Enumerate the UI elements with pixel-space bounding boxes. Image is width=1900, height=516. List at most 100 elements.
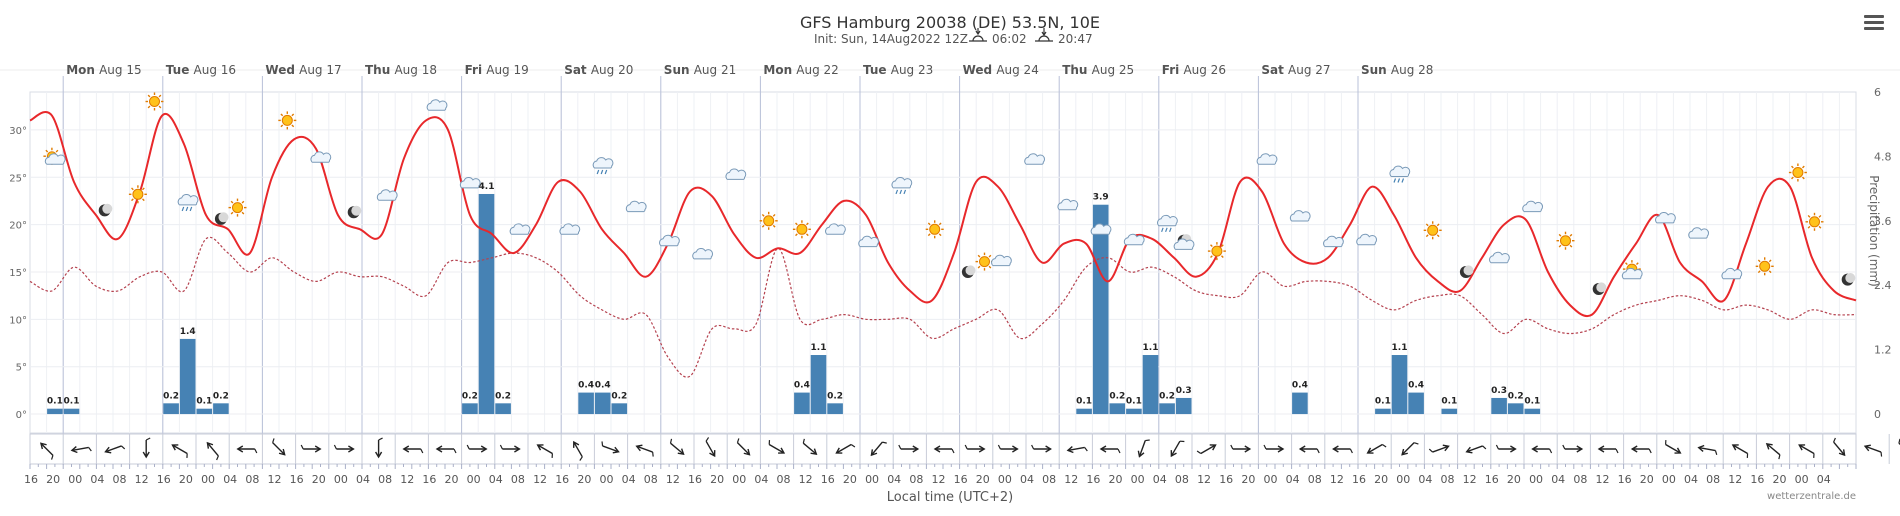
- wind-arrow-barb: [951, 448, 955, 454]
- wind-arrow-icon: [964, 444, 986, 453]
- rain-drop: [189, 206, 193, 212]
- sun-ray: [1802, 176, 1805, 180]
- cloud-shape: [1655, 212, 1676, 224]
- wind-arrow-icon: [997, 444, 1019, 453]
- day-label: Sun Aug 28: [1361, 63, 1433, 77]
- hour-label: 08: [1441, 473, 1455, 486]
- wind-arrow-head: [1630, 445, 1638, 453]
- wind-arrow-icon: [1263, 444, 1285, 453]
- wind-arrow-barb: [499, 444, 503, 450]
- sunrise-icon: [969, 28, 987, 42]
- rain-drop: [185, 206, 189, 212]
- hour-label: 12: [533, 473, 547, 486]
- hour-label: 08: [1706, 473, 1720, 486]
- hour-label: 16: [157, 473, 171, 486]
- precipitation-bar: [1076, 408, 1092, 415]
- sun-ray: [241, 200, 245, 204]
- wind-arrow-barb: [551, 453, 553, 459]
- sun-icon: [145, 92, 164, 111]
- precipitation-bar-label: 4.1: [479, 182, 495, 192]
- hour-label: 20: [179, 473, 193, 486]
- cloud-icon: [1356, 233, 1378, 246]
- wind-arrow-icon: [1665, 439, 1682, 454]
- wind-arrow-icon: [171, 444, 188, 459]
- sun-ray: [1768, 270, 1772, 274]
- temperature-tick-label: 25°: [9, 173, 27, 184]
- hour-label: 12: [666, 473, 680, 486]
- wind-arrow-barb: [1031, 444, 1035, 450]
- wind-arrow-barb: [88, 447, 92, 452]
- sun-ray: [1425, 234, 1429, 238]
- credit-text: wetterzentrale.de: [1767, 491, 1856, 502]
- sun-ray: [761, 224, 765, 228]
- wind-arrow-icon: [1697, 444, 1718, 456]
- hour-label: 20: [577, 473, 591, 486]
- wind-arrow-head: [1798, 444, 1806, 451]
- precipitation-tick-label: 6: [1874, 86, 1881, 99]
- wind-arrow-head: [435, 445, 443, 453]
- wind-arrow-icon: [1531, 445, 1553, 454]
- hour-label: 20: [1241, 473, 1255, 486]
- precipitation-bar-label: 0.1: [1126, 397, 1142, 407]
- wind-arrow-barb: [121, 445, 126, 450]
- hour-label: 16: [1618, 473, 1632, 486]
- wind-arrow-head: [1863, 444, 1871, 452]
- wind-arrow-barb: [1179, 440, 1185, 443]
- sun-ray: [927, 233, 931, 237]
- wind-arrow-shaft: [768, 443, 785, 454]
- wind-arrow-shaft: [602, 445, 619, 453]
- sun-ray: [806, 222, 809, 226]
- day-label: Fri Aug 26: [1162, 63, 1226, 77]
- cloud-icon: [1688, 227, 1710, 239]
- precipitation-bar: [163, 403, 179, 415]
- wind-arrow-icon: [1428, 444, 1450, 453]
- wind-arrow-head: [1401, 448, 1408, 456]
- wind-arrow-icon: [1099, 445, 1121, 454]
- sun-ray: [291, 113, 295, 117]
- precipitation-bar: [794, 392, 810, 415]
- hour-label: 04: [1551, 473, 1565, 486]
- cloud-icon: [1057, 198, 1079, 211]
- hamburger-menu-icon[interactable]: [1862, 12, 1886, 36]
- sunset-time: 20:47: [1058, 32, 1093, 46]
- hour-label: 04: [1153, 473, 1167, 486]
- wind-arrow-barb: [1263, 444, 1267, 450]
- wind-arrow-barb: [1880, 452, 1883, 457]
- wind-arrow-icon: [601, 441, 620, 454]
- cloud-icon: [1090, 223, 1112, 235]
- sun-icon: [1755, 257, 1774, 276]
- precipitation-tick-label: 0: [1874, 408, 1881, 421]
- sun-ray: [927, 222, 931, 226]
- wind-arrow-head: [314, 445, 322, 453]
- hour-label: 04: [356, 473, 370, 486]
- cloud-shape: [625, 200, 647, 213]
- wind-arrow-head: [933, 445, 941, 453]
- wind-arrow-shaft: [636, 445, 653, 453]
- wind-arrow-head: [1170, 450, 1177, 458]
- rain-drop: [903, 189, 907, 195]
- cloud-shape: [592, 157, 614, 169]
- sun-disc: [796, 223, 808, 235]
- cloud-icon: [1721, 267, 1743, 280]
- hour-label: 08: [1175, 473, 1189, 486]
- day-dow: Tue: [863, 63, 891, 77]
- wind-arrow-head: [402, 445, 410, 453]
- sun-disc: [763, 215, 775, 227]
- wind-arrow-icon: [669, 438, 685, 456]
- sun-ray: [1802, 165, 1805, 169]
- wind-arrow-barb: [1746, 453, 1749, 459]
- weather-icons: [43, 92, 1856, 295]
- wind-arrow-shaft: [1170, 440, 1181, 457]
- sun-disc: [1792, 167, 1804, 178]
- hour-label: 08: [245, 473, 259, 486]
- wind-arrow-head: [978, 445, 986, 453]
- precipitation-bar-label: 0.4: [595, 381, 611, 391]
- day-date: Aug 17: [299, 63, 342, 77]
- wind-arrow-head: [1277, 445, 1285, 453]
- precipitation-bar-label: 0.3: [1176, 386, 1192, 396]
- hour-label: 08: [378, 473, 392, 486]
- rain-drop: [1397, 178, 1401, 183]
- cloud-rain-icon: [592, 157, 614, 175]
- chart-subtitle: Init: Sun, 14Aug2022 12Z 06:02 20:47: [814, 28, 1093, 46]
- hour-label: 00: [599, 473, 613, 486]
